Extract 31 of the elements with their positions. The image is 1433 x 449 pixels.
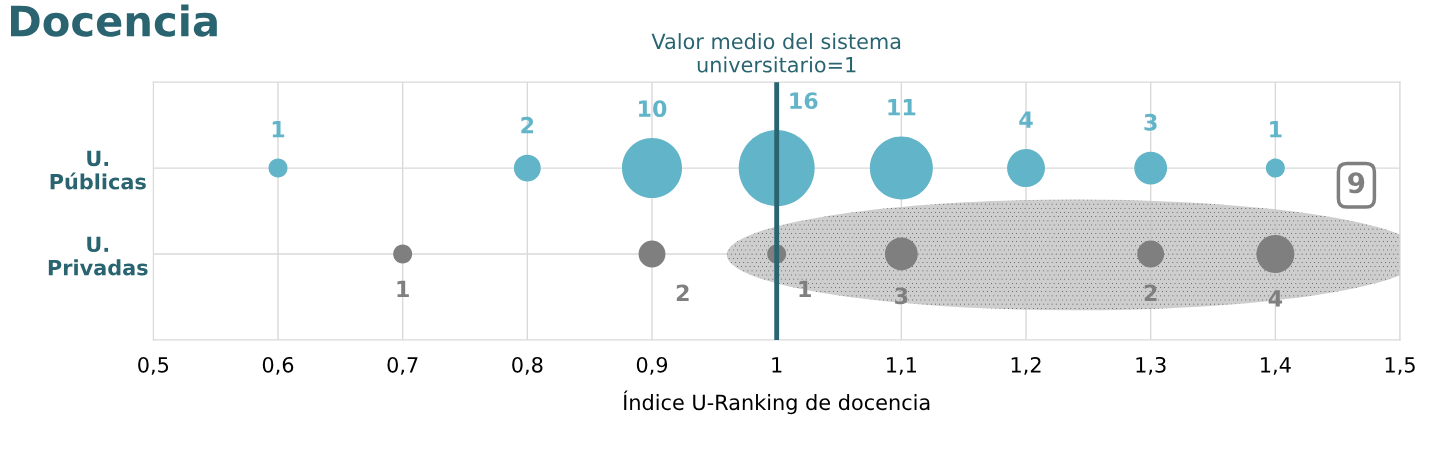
- x-tick-label: 1,5: [1385, 357, 1415, 375]
- y-tick-label: U. Públicas: [50, 150, 146, 190]
- x-tick-label: 0,7: [387, 356, 418, 375]
- data-label: 16: [790, 92, 818, 110]
- data-label: 1: [272, 121, 285, 138]
- x-tick-label: 1,3: [1136, 356, 1166, 375]
- data-label: 2: [1144, 284, 1157, 301]
- data-label: 2: [521, 116, 534, 134]
- x-tick-label: 1,2: [1011, 356, 1041, 375]
- ref-line-label: Valor medio del sistema universitario=1: [651, 33, 901, 73]
- annotation: 9: [1348, 172, 1365, 194]
- data-label: 2: [676, 284, 689, 301]
- data-label: 1: [1270, 121, 1282, 138]
- data-label: 10: [639, 100, 667, 118]
- x-tick-label: 0,5: [138, 356, 169, 375]
- x-tick-label: 1: [772, 357, 782, 373]
- x-tick-label: 0,8: [512, 356, 543, 375]
- x-tick-label: 0,6: [262, 356, 294, 375]
- data-label: 4: [1019, 111, 1033, 128]
- chart-title: Docencia: [10, 4, 217, 37]
- x-tick-label: 1,1: [887, 357, 916, 375]
- x-axis-title: Índice U-Ranking de docencia: [623, 390, 930, 415]
- x-tick-label: 1,4: [1261, 357, 1291, 375]
- y-tick-label: U. Privadas: [48, 236, 148, 276]
- data-label: 3: [895, 287, 908, 305]
- data-label: 1: [397, 280, 409, 298]
- x-tick-label: 0,9: [636, 356, 668, 375]
- data-label: 4: [1268, 290, 1283, 307]
- data-label: 11: [888, 99, 916, 116]
- data-label: 3: [1144, 113, 1157, 131]
- data-label: 1: [799, 280, 811, 298]
